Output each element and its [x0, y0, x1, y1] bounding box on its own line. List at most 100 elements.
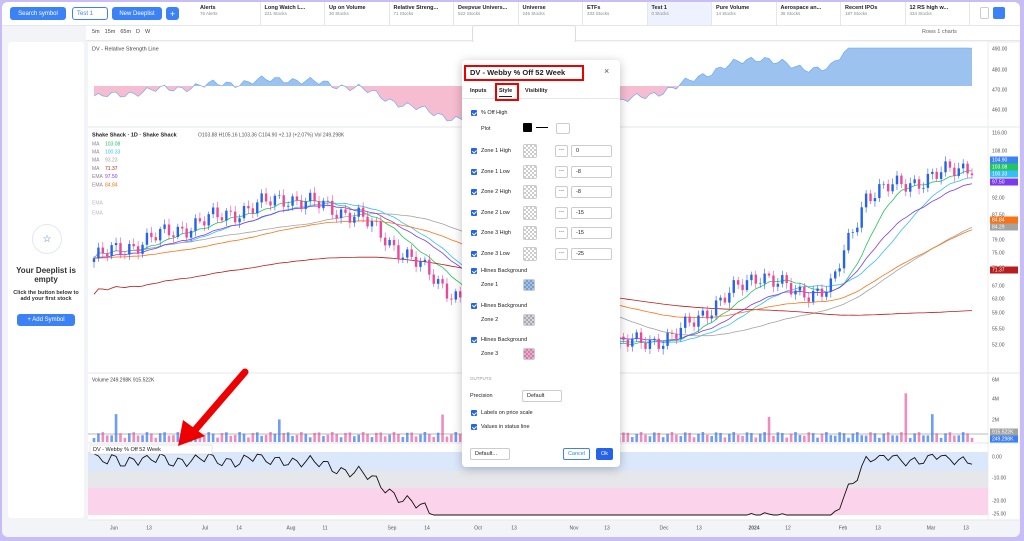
volume-bar — [225, 432, 228, 442]
candle-body — [392, 239, 396, 246]
zone-input: -8 — [571, 186, 612, 199]
cancel-button[interactable]: Cancel — [563, 448, 590, 460]
candle-body — [331, 200, 334, 215]
checkbox — [471, 251, 477, 257]
candle-body — [860, 207, 863, 228]
volume-bar — [670, 432, 674, 442]
ohlc-legend: O103.88 H105.16 L103.36 C104.90 +2.13 (+… — [198, 132, 345, 138]
price-tag-text: 103.08 — [992, 164, 1008, 170]
volume-bar — [238, 432, 241, 442]
layout-select[interactable]: Rows 1 charts — [922, 29, 957, 35]
tab[interactable]: Pure Volume 14 Stocks — [712, 2, 777, 25]
new-list-button[interactable]: New Deeplist — [112, 7, 162, 20]
defaults-button[interactable]: Default... — [470, 448, 510, 460]
price-scale — [987, 41, 1020, 521]
tab[interactable]: Relative Streng... 71 Stocks — [390, 2, 454, 25]
tab[interactable]: ETFs 333 Stocks — [583, 2, 648, 25]
candle-body — [723, 297, 727, 303]
interval[interactable]: D — [136, 29, 141, 35]
ma-value: 71.37 — [105, 166, 118, 172]
volume-bar — [904, 393, 908, 442]
tab[interactable]: Alerts 76 Alerts — [196, 2, 261, 25]
volume-bar — [908, 437, 912, 442]
volume-bar — [123, 437, 127, 442]
line-style: --- — [555, 227, 568, 240]
indicator-axis-label: -25.00 — [992, 511, 1006, 517]
tab[interactable]: Aerospace an... 36 Stocks — [777, 2, 841, 25]
candle-body — [900, 175, 903, 185]
volume-bar — [811, 433, 815, 442]
volume-bar — [657, 432, 661, 442]
volume-bar — [282, 432, 286, 442]
volume-bar — [167, 435, 171, 442]
candle-body — [714, 300, 718, 316]
volume-bar — [441, 414, 444, 442]
candle-body — [684, 316, 687, 328]
candle-body — [838, 268, 841, 272]
interval[interactable]: W — [145, 29, 151, 35]
tab-title: Aerospace an... — [780, 5, 822, 11]
candle-body — [313, 192, 316, 202]
background-swatch — [523, 279, 535, 291]
volume-bar — [939, 437, 943, 442]
volume-bar — [211, 433, 215, 442]
volume-bar — [370, 437, 374, 442]
ok-button[interactable]: Ok — [596, 448, 613, 460]
tab[interactable]: 12 RS high w... 434 Stocks — [906, 2, 970, 25]
candle-body — [158, 228, 162, 241]
volume-bar — [401, 436, 405, 442]
candle-body — [767, 273, 771, 276]
candle-body — [631, 338, 634, 347]
candle-body — [256, 202, 259, 214]
candle-body — [304, 201, 307, 209]
add-symbol-button[interactable]: + Add Symbol — [17, 314, 75, 326]
icon[interactable] — [993, 7, 1005, 19]
candle-body — [785, 275, 788, 284]
candle-body — [445, 283, 449, 299]
price-tag-text: 100.33 — [992, 171, 1008, 177]
volume-bar — [383, 436, 387, 442]
tab-subtitle: 221 Stocks — [264, 11, 287, 16]
indicator-axis-label: 0.00 — [992, 454, 1002, 460]
icon[interactable] — [980, 7, 989, 19]
interval[interactable]: 15m — [104, 29, 116, 35]
volume-bar — [970, 437, 974, 442]
price-tag-text: 71.37 — [992, 267, 1005, 273]
volume-bar — [145, 432, 149, 442]
watchlist-select[interactable]: Test 1 — [72, 7, 108, 20]
candle-body — [414, 256, 418, 267]
time-axis-label: 13 — [511, 525, 517, 531]
candle-body — [317, 201, 321, 209]
candle-body — [194, 218, 197, 231]
tab[interactable]: Up on Volume 30 Stocks — [325, 2, 390, 25]
volume-bar — [405, 432, 409, 442]
interval[interactable]: 65m — [120, 29, 132, 35]
tab[interactable]: Long Watch L... 221 Stocks — [261, 2, 325, 25]
indicator-legend: DV - Webby % Off 52 Week — [93, 447, 161, 453]
volume-bar — [913, 433, 916, 442]
zone-label: Zone 3 Low — [481, 251, 510, 257]
volume-bar — [291, 435, 294, 442]
volume-bar — [344, 432, 347, 442]
zone-input: -8 — [571, 165, 612, 178]
price-axis-label: 67.00 — [992, 283, 1005, 289]
candle-body — [220, 217, 224, 221]
tab[interactable]: Deepvue Univers... 522 Stocks — [454, 2, 519, 25]
price-axis-label: 87.50 — [992, 212, 1005, 218]
tab-title: 12 RS high w... — [909, 5, 949, 11]
tab[interactable]: Universe 245 Stocks — [519, 2, 583, 25]
candle-body — [189, 230, 193, 238]
option-label: Plot — [481, 126, 491, 132]
add-button[interactable]: + — [166, 7, 179, 20]
interval[interactable]: 5m — [92, 29, 100, 35]
volume-bar — [701, 432, 705, 442]
tab-subtitle: 36 Stocks — [780, 11, 801, 16]
candle-body — [948, 161, 952, 168]
candle-body — [834, 271, 837, 279]
tab[interactable]: Recent IPOs 187 Stocks — [841, 2, 906, 25]
indicator-axis-label: -20.00 — [992, 498, 1006, 504]
volume-bar — [445, 436, 449, 442]
search-button[interactable]: Search symbol — [10, 7, 66, 20]
candle-body — [176, 226, 180, 238]
